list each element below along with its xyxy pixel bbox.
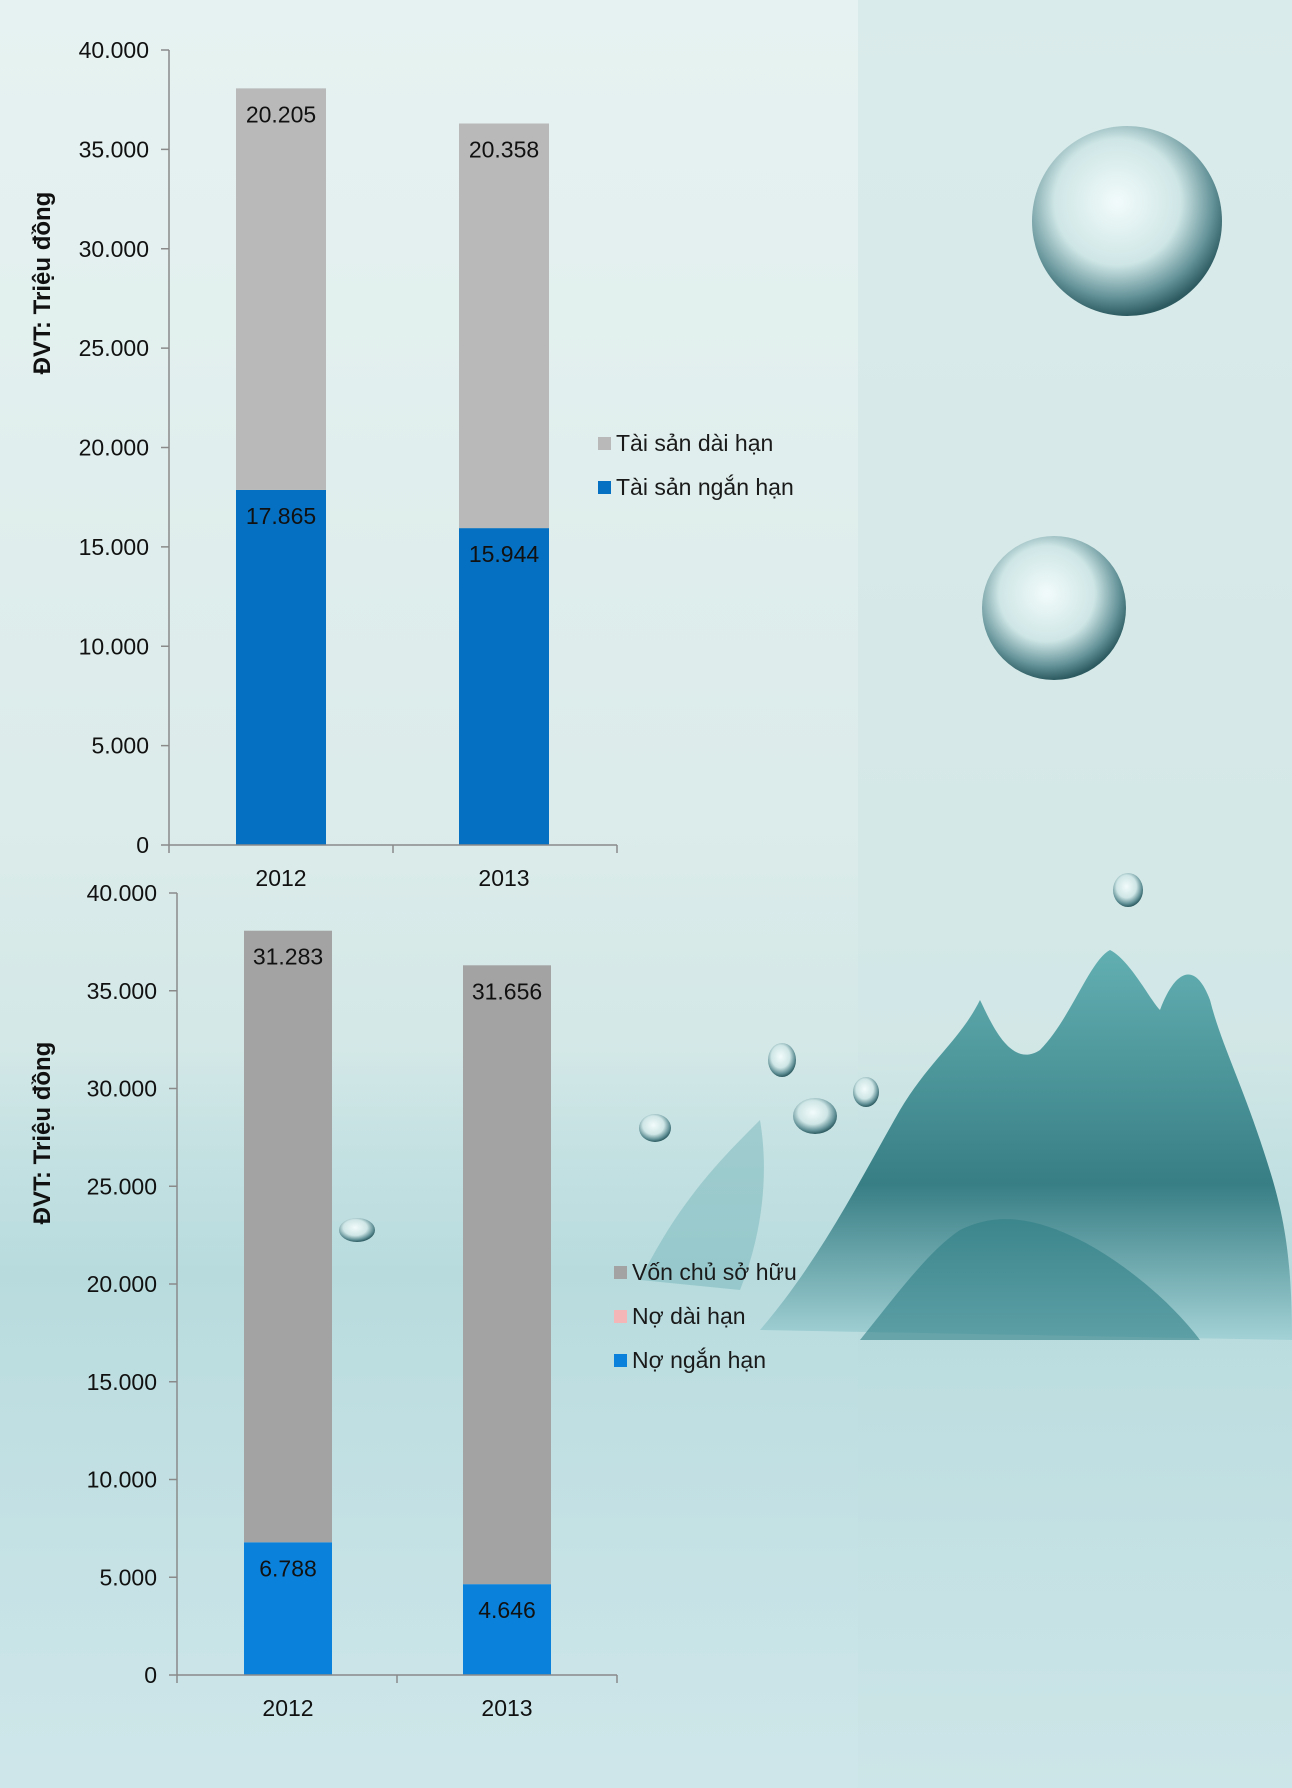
- x-tick-label: 2012: [262, 1695, 313, 1721]
- capital-structure-chart-svg: ĐVT: Triệu đồng 0 5.000 10.000 15.000 20.000…: [29, 880, 618, 1721]
- y-tick-label: 15.000: [79, 534, 149, 560]
- legend-swatch: [614, 1353, 627, 1367]
- data-label: 4.646: [478, 1597, 536, 1623]
- x-tick-label: 2013: [481, 1695, 532, 1721]
- total-assets-chart: ĐVT: Triệu đồng 0 5.000 10.000 15.000 20.000…: [0, 0, 860, 891]
- y-tick-label: 15.000: [87, 1369, 157, 1395]
- legend-item: Tài sản dài hạn: [598, 421, 794, 465]
- bar-segment: [244, 1542, 332, 1675]
- legend-label: Nợ ngắn hạn: [632, 1346, 767, 1373]
- data-label: 15.944: [469, 541, 540, 567]
- x-tick-label: 2012: [255, 865, 306, 891]
- legend-item: Nợ dài hạn: [614, 1294, 797, 1338]
- y-tick-label: 5.000: [99, 1564, 157, 1590]
- bar-segment: [459, 123, 549, 529]
- total-assets-chart-svg: ĐVT: Triệu đồng 0 5.000 10.000 15.000 20.000…: [29, 37, 618, 891]
- y-tick-label: 0: [144, 1662, 157, 1688]
- y-axis-label: ĐVT: Triệu đồng: [29, 192, 56, 375]
- data-label: 17.865: [246, 503, 316, 529]
- data-label: 31.283: [253, 944, 323, 970]
- legend-label: Tài sản dài hạn: [616, 429, 774, 456]
- legend-item: Nợ ngắn hạn: [614, 1338, 797, 1382]
- capital-structure-chart: ĐVT: Triệu đồng 0 5.000 10.000 15.000 20.000…: [0, 845, 860, 1745]
- y-axis-label: ĐVT: Triệu đồng: [29, 1042, 56, 1225]
- y-tick-label: 20.000: [87, 1271, 157, 1297]
- y-tick-label: 35.000: [79, 136, 149, 162]
- y-tick-label: 5.000: [91, 733, 149, 759]
- legend-swatch: [598, 436, 611, 450]
- legend-swatch: [614, 1309, 627, 1323]
- legend-label: Vốn chủ sở hữu: [632, 1258, 797, 1285]
- y-tick-label: 25.000: [79, 335, 149, 361]
- bar-segment: [236, 489, 326, 845]
- y-tick-label: 40.000: [87, 880, 157, 906]
- y-tick-label: 30.000: [79, 236, 149, 262]
- y-tick-label: 0: [136, 832, 149, 858]
- bar-segment: [463, 1584, 551, 1675]
- legend-item: Tài sản ngắn hạn: [598, 465, 794, 509]
- data-label: 20.205: [246, 101, 316, 127]
- legend-swatch: [614, 1265, 627, 1279]
- legend: Tài sản dài hạn Tài sản ngắn hạn: [598, 421, 794, 509]
- y-tick-label: 10.000: [79, 633, 149, 659]
- y-tick-label: 10.000: [87, 1467, 157, 1493]
- bar-segment: [459, 528, 549, 845]
- y-tick-label: 40.000: [79, 37, 149, 63]
- data-label: 6.788: [259, 1555, 317, 1581]
- y-tick-label: 30.000: [87, 1076, 157, 1102]
- legend-label: Tài sản ngắn hạn: [616, 473, 794, 500]
- data-label: 31.656: [472, 978, 542, 1004]
- y-tick-label: 20.000: [79, 435, 149, 461]
- legend-swatch: [598, 480, 611, 494]
- legend-item: Vốn chủ sở hữu: [614, 1250, 797, 1294]
- bar-segment: [244, 930, 332, 1543]
- y-tick-label: 25.000: [87, 1173, 157, 1199]
- bar-segment: [463, 965, 551, 1585]
- data-label: 20.358: [469, 136, 539, 162]
- y-tick-label: 35.000: [87, 978, 157, 1004]
- legend: Vốn chủ sở hữu Nợ dài hạn Nợ ngắn hạn: [614, 1250, 797, 1382]
- x-tick-label: 2013: [478, 865, 529, 891]
- bar-segment: [236, 88, 326, 490]
- legend-label: Nợ dài hạn: [632, 1302, 746, 1329]
